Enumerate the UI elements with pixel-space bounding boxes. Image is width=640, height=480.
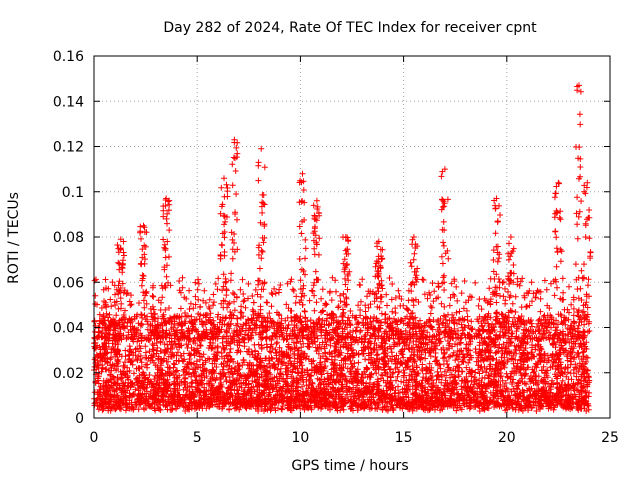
x-tick-label: 10 bbox=[291, 430, 309, 446]
y-tick-label: 0.12 bbox=[53, 140, 84, 156]
roti-series-points bbox=[91, 82, 594, 414]
x-tick-label: 20 bbox=[498, 430, 516, 446]
y-tick-label: 0.04 bbox=[53, 321, 84, 337]
y-tick-label: 0.06 bbox=[53, 275, 84, 291]
x-tick-label: 25 bbox=[601, 430, 619, 446]
x-tick-label: 5 bbox=[193, 430, 202, 446]
chart-title: Day 282 of 2024, Rate Of TEC Index for r… bbox=[163, 20, 537, 36]
y-axis-label: ROTI / TECUs bbox=[6, 192, 22, 284]
y-axis-ticks: 0 0.02 0.04 0.06 0.08 0.1 0.12 0.14 0.16 bbox=[53, 49, 610, 427]
y-tick-label: 0.16 bbox=[53, 49, 84, 65]
y-tick-label: 0 bbox=[75, 411, 84, 427]
data-points bbox=[91, 82, 594, 414]
x-tick-label: 15 bbox=[395, 430, 413, 446]
grid bbox=[94, 56, 610, 418]
y-tick-label: 0.02 bbox=[53, 366, 84, 382]
x-axis-ticks: 0 5 10 15 20 25 bbox=[90, 56, 619, 446]
y-tick-label: 0.1 bbox=[62, 185, 84, 201]
y-tick-label: 0.14 bbox=[53, 94, 84, 110]
y-tick-label: 0.08 bbox=[53, 230, 84, 246]
x-axis-label: GPS time / hours bbox=[291, 458, 408, 474]
x-tick-label: 0 bbox=[90, 430, 99, 446]
